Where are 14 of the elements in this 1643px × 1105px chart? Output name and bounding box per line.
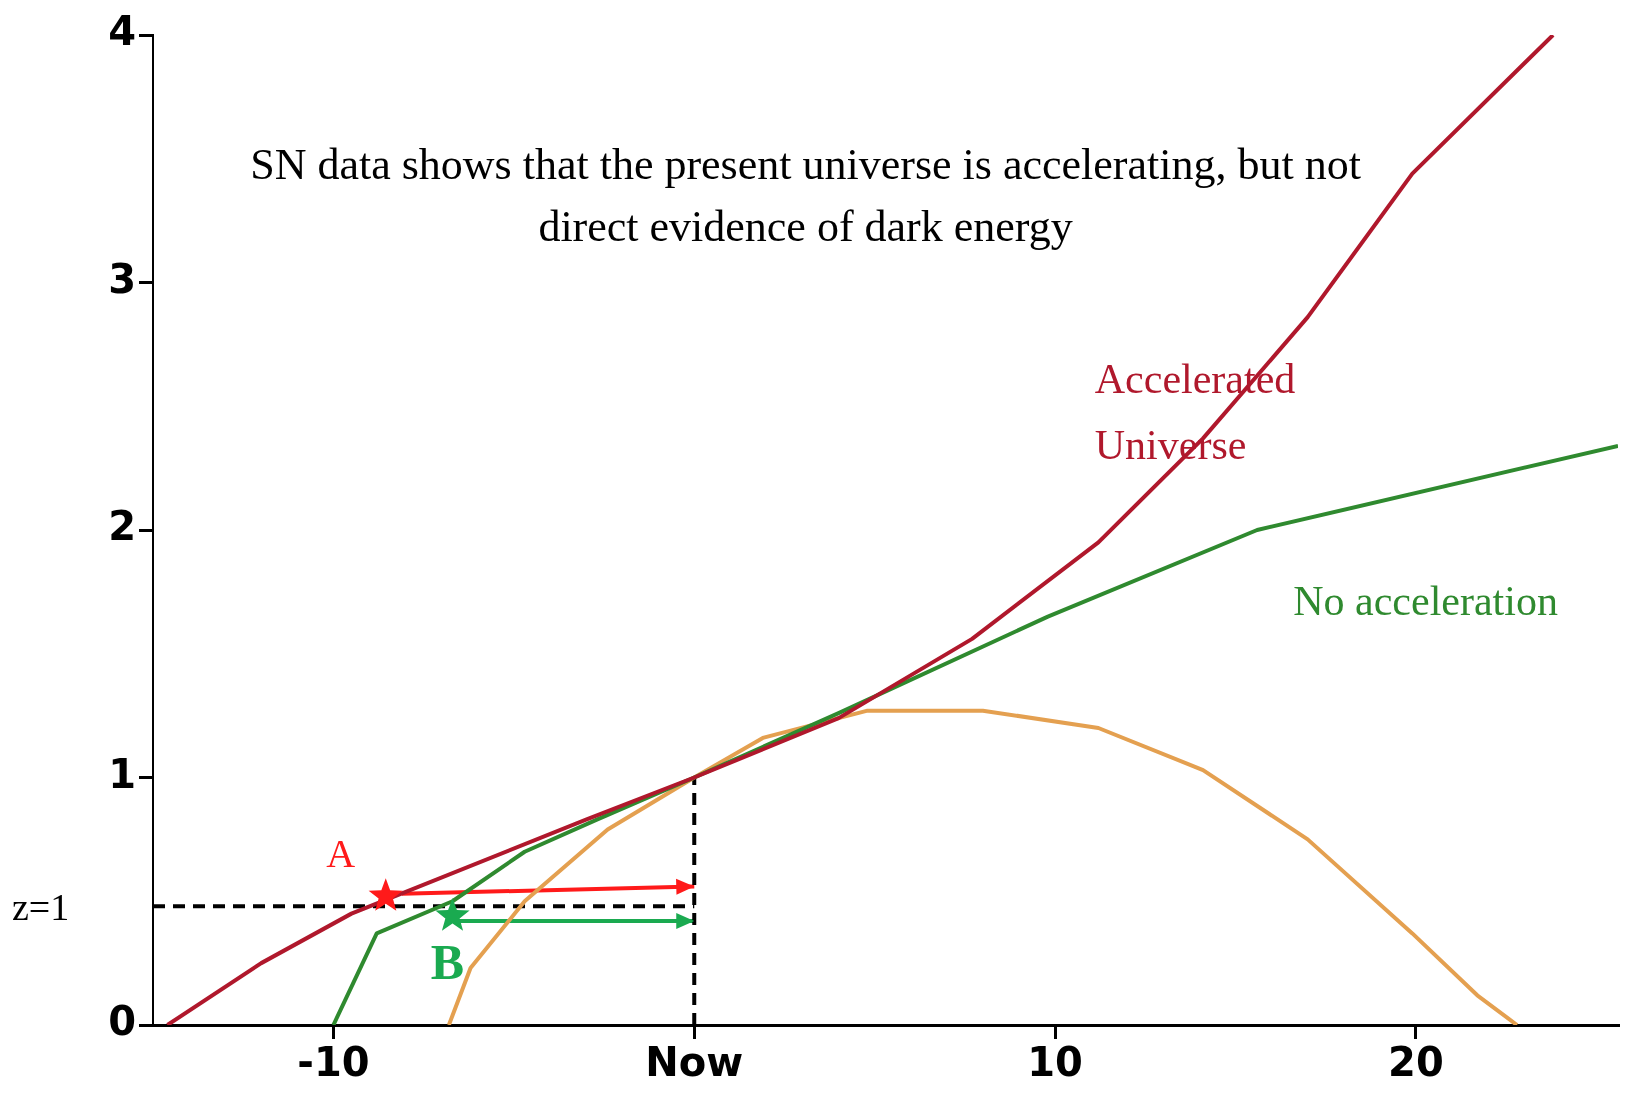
- y-tick-label: 4: [108, 8, 136, 55]
- x-tick-label: 20: [1388, 1039, 1444, 1086]
- x-tick-label: -10: [297, 1039, 370, 1086]
- series-label: B: [430, 933, 465, 990]
- y-tick-label: 0: [108, 998, 136, 1045]
- series-label: A: [326, 831, 356, 877]
- x-tick-label: 10: [1027, 1039, 1083, 1086]
- annotation: SN data shows that the present universe is accelerating, but not direct evidence of dark energy: [250, 139, 1361, 251]
- text: z=1: [12, 886, 70, 929]
- y-tick-label: 3: [108, 255, 136, 302]
- y-tick-label: 2: [108, 503, 136, 550]
- series-label: No acceleration: [1293, 578, 1558, 625]
- y-tick-label: 1: [108, 750, 136, 797]
- x-tick-label: Now: [645, 1039, 744, 1086]
